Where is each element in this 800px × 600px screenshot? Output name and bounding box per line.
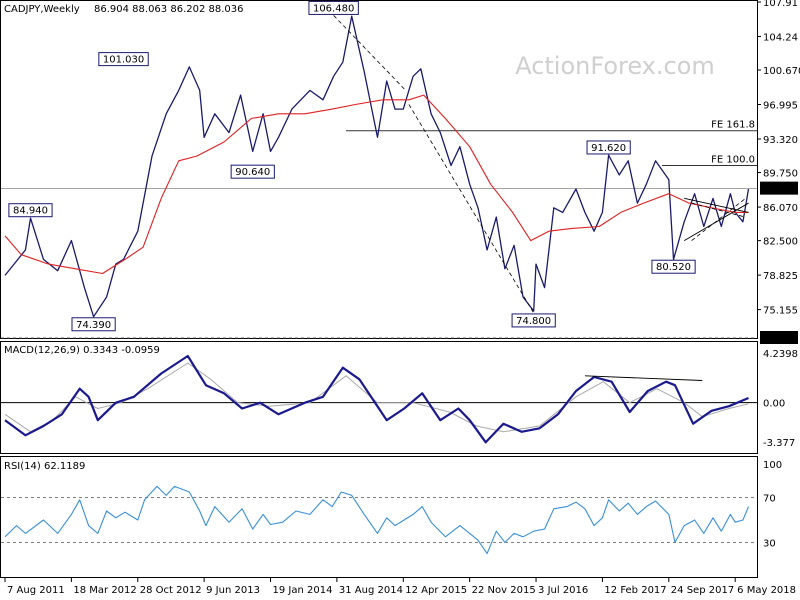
watermark: ActionForex.com: [515, 52, 715, 80]
x-tick-label: 9 Jun 2013: [206, 585, 260, 596]
macd-tick-label: 4.2398: [763, 349, 798, 360]
macd-series: [4, 354, 749, 444]
rsi-tick-label: 30: [763, 538, 776, 549]
last-price-badge: [760, 181, 798, 195]
y-tick-label: 100.670: [763, 66, 800, 77]
y-tick-label: 104.24: [763, 32, 798, 43]
macd-divergence-line: [584, 375, 703, 381]
x-tick-label: 12 Feb 2017: [604, 585, 666, 596]
macd-header: MACD(12,26,9) 0.3343 -0.0959: [4, 345, 160, 356]
x-tick-label: 7 Aug 2011: [7, 585, 65, 596]
y-tick-label: 93.320: [763, 135, 798, 146]
price-label: 90.640: [235, 167, 270, 178]
triangle-trendline: [683, 202, 749, 242]
x-tick-label: 6 May 2018: [737, 585, 796, 596]
price-label-box: [98, 52, 149, 67]
price-label-box: [586, 140, 631, 155]
price-label-box: [308, 0, 359, 15]
support-label: 72.130: [762, 333, 797, 344]
macd-panel-frame: [0, 341, 758, 454]
y-tick-label: 86.070: [763, 203, 798, 214]
y-tick-label: 82.500: [763, 237, 798, 248]
x-tick-label: 24 Sep 2017: [671, 585, 734, 596]
fe-level-label: FE 161.8: [711, 120, 755, 131]
macd-tick-label: -3.377: [763, 438, 795, 449]
y-tick-label: 107.91: [763, 0, 798, 9]
x-tick-label: 18 Mar 2012: [73, 585, 136, 596]
x-tick-label: 31 Aug 2014: [339, 585, 403, 596]
price-label: 74.800: [516, 316, 551, 327]
price-ohlc: 86.904 88.063 86.202 88.036: [94, 4, 244, 15]
annotations: FE 161.8 FE 100.0 106.480 101.030 90.640 84.9…: [8, 0, 755, 381]
rsi-tick-label: 70: [763, 494, 776, 505]
dashed-trendline: [691, 198, 746, 241]
dashed-trendline: [691, 202, 746, 218]
support-badge: [760, 331, 798, 344]
price-series: [4, 15, 750, 318]
price-label-box: [651, 259, 696, 274]
dashed-trendline: [333, 15, 406, 91]
price-label: 74.390: [76, 320, 111, 331]
x-tick-label: 19 Jan 2014: [273, 585, 333, 596]
rsi-series: [4, 485, 750, 555]
y-tick-label: 78.825: [763, 271, 798, 282]
rsi-panel-frame: [0, 456, 758, 578]
reference-lines: [1, 130, 757, 543]
y-tick-label: 96.995: [763, 100, 798, 111]
x-tick-label: 3 Jul 2016: [538, 585, 588, 596]
price-label: 106.480: [313, 3, 354, 14]
price-header: CADJPY,Weekly: [4, 4, 80, 15]
rsi-header: RSI(14) 62.1189: [4, 461, 85, 472]
triangle-trendline: [684, 197, 749, 213]
last-price-label: 88.036: [762, 184, 797, 195]
price-label: 101.030: [103, 55, 144, 66]
price-label: 80.520: [656, 262, 691, 273]
price-label-box: [71, 317, 116, 332]
rsi-tick-label: 100: [763, 460, 782, 471]
x-tick-label: 28 Oct 2012: [140, 585, 202, 596]
price-label-box: [511, 313, 556, 328]
price-label-box: [230, 164, 275, 179]
moving-average-series: [4, 94, 749, 275]
macd-signal-series: [4, 362, 749, 433]
series-lines: [4, 15, 750, 555]
axes: 107.91 104.24 100.670 96.995 93.320 89.750 86.…: [4, 0, 800, 596]
fe-level-label: FE 100.0: [711, 154, 755, 165]
x-tick-label: 22 Nov 2015: [472, 585, 536, 596]
price-label: 84.940: [13, 206, 48, 217]
price-label: 91.620: [591, 143, 626, 154]
y-tick-label: 89.750: [763, 169, 798, 180]
macd-tick-label: 0.00: [763, 399, 785, 410]
x-tick-label: 12 Apr 2015: [405, 585, 467, 596]
dashed-trendline: [408, 104, 535, 314]
y-tick-label: 75.155: [763, 306, 798, 317]
price-label-box: [8, 203, 53, 218]
